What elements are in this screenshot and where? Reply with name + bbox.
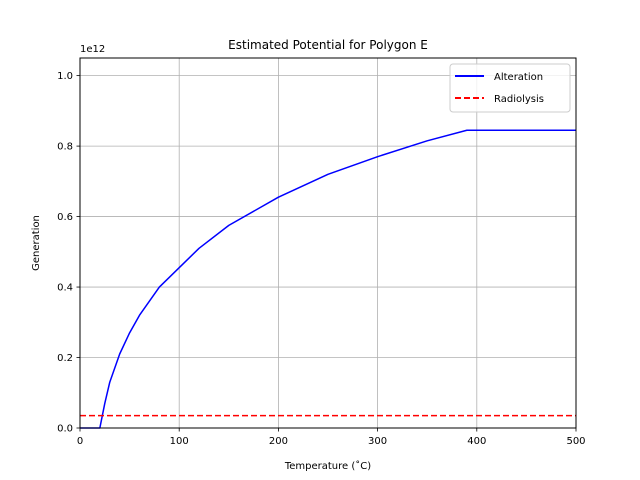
legend: Alteration Radiolysis <box>449 63 571 113</box>
x-axis-label: Temperature (˚C) <box>284 460 371 472</box>
y-tick-label: 0.2 <box>57 353 73 364</box>
x-tick-label: 100 <box>170 436 189 447</box>
y-tick-label: 0.0 <box>57 424 73 435</box>
legend-label-radiolysis: Radiolysis <box>494 94 544 105</box>
axis-ticks: 0 100 200 300 400 500 0.0 0.2 0.4 0.6 0.8 1.0 <box>57 71 585 447</box>
chart-title: Estimated Potential for Polygon E <box>228 38 428 52</box>
grid <box>79 58 577 429</box>
x-tick-label: 500 <box>566 436 585 447</box>
legend-label-alteration: Alteration <box>494 72 543 83</box>
plot-series <box>80 129 576 429</box>
plot-frame <box>79 57 577 429</box>
y-tick-label: 0.4 <box>57 283 73 294</box>
x-tick-label: 300 <box>368 436 387 447</box>
y-tick-label: 1.0 <box>57 71 73 82</box>
series-line-alteration <box>80 129 576 429</box>
y-tick-label: 0.6 <box>57 212 73 223</box>
y-axis-label: Generation <box>31 215 42 271</box>
y-offset-label: 1e12 <box>80 44 105 55</box>
x-tick-label: 400 <box>467 436 486 447</box>
x-tick-label: 0 <box>77 436 83 447</box>
y-tick-label: 0.8 <box>57 142 73 153</box>
x-tick-label: 200 <box>269 436 288 447</box>
